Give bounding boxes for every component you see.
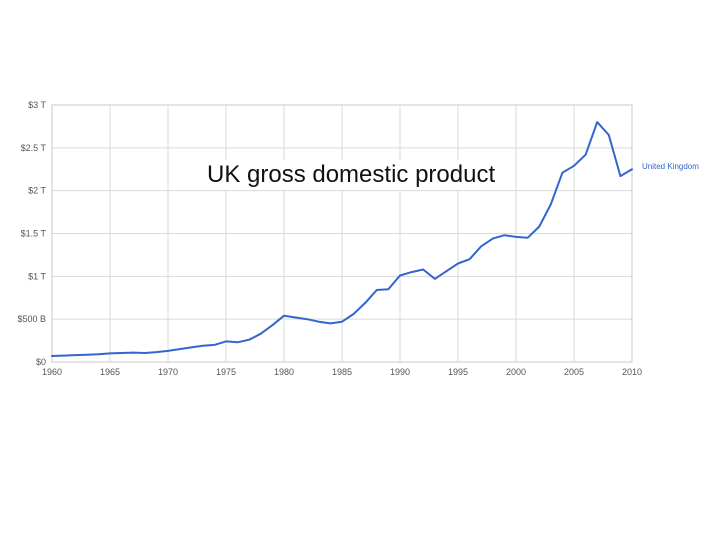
- data-point: [178, 348, 181, 350]
- data-point: [550, 203, 552, 206]
- data-point: [74, 354, 76, 356]
- data-point: [480, 245, 483, 248]
- x-axis-tick-labels: 1960 1965 1970 1975 1980 1985 1990 1995 2000 2005…: [42, 367, 642, 377]
- data-point: [97, 353, 100, 356]
- data-point: [294, 316, 297, 319]
- data-point: [202, 344, 204, 347]
- x-tick-label: 2005: [564, 367, 584, 377]
- data-point: [492, 237, 494, 240]
- data-point: [387, 288, 390, 290]
- y-tick-label: $2 T: [28, 186, 46, 196]
- data-point: [364, 302, 367, 304]
- data-point: [631, 168, 633, 171]
- legend: United Kingdom: [642, 162, 699, 171]
- data-point: [109, 352, 111, 355]
- data-point: [399, 274, 401, 277]
- data-point: [503, 234, 506, 237]
- data-point: [515, 236, 517, 238]
- y-tick-label: $1.5 T: [21, 229, 47, 239]
- plot-frame: [51, 104, 633, 363]
- y-axis-tick-labels: $0 $500 B $1 T $1.5 T $2 T $2.5 T $3 T: [17, 100, 46, 367]
- y-tick-label: $1 T: [28, 271, 46, 281]
- data-point: [167, 350, 169, 352]
- data-point: [271, 324, 274, 326]
- gridlines: [51, 104, 633, 363]
- data-point: [248, 338, 250, 341]
- data-point: [376, 289, 378, 291]
- y-tick-label: $3 T: [28, 100, 46, 110]
- data-point: [132, 351, 134, 354]
- data-point: [422, 268, 425, 271]
- data-point: [410, 271, 413, 273]
- y-tick-label: $500 B: [17, 314, 46, 324]
- data-point: [318, 320, 320, 323]
- x-tick-label: 2010: [622, 367, 642, 377]
- data-point: [434, 278, 436, 280]
- data-point: [619, 175, 622, 177]
- data-point: [51, 355, 53, 357]
- data-point: [573, 165, 575, 167]
- x-tick-label: 1980: [274, 367, 294, 377]
- data-point: [445, 270, 448, 272]
- chart-title: UK gross domestic product: [205, 160, 498, 190]
- x-tick-label: 1965: [100, 367, 120, 377]
- data-point: [190, 346, 192, 349]
- data-point: [584, 153, 587, 156]
- legend-entry: United Kingdom: [642, 162, 699, 171]
- x-tick-label: 1990: [390, 367, 410, 377]
- x-tick-label: 1995: [448, 367, 468, 377]
- data-point: [608, 134, 610, 136]
- data-point: [538, 225, 540, 228]
- data-point: [86, 353, 88, 356]
- data-point: [526, 236, 529, 239]
- y-tick-label: $2.5 T: [21, 143, 47, 153]
- x-tick-label: 1960: [42, 367, 62, 377]
- y-tick-label: $0: [36, 357, 46, 367]
- series-lines: [51, 121, 633, 357]
- data-point: [120, 352, 123, 354]
- data-point: [352, 313, 355, 315]
- x-tick-label: 1985: [332, 367, 352, 377]
- x-tick-label: 2000: [506, 367, 526, 377]
- data-point: [596, 121, 598, 123]
- x-tick-label: 1970: [158, 367, 178, 377]
- data-point: [457, 262, 459, 265]
- data-point: [283, 314, 285, 317]
- data-point: [62, 354, 65, 357]
- data-point: [260, 332, 262, 335]
- x-tick-label: 1975: [216, 367, 236, 377]
- data-point: [155, 351, 158, 353]
- data-point: [306, 318, 309, 320]
- data-point: [341, 320, 343, 323]
- data-point: [329, 322, 332, 325]
- data-point: [144, 352, 146, 354]
- data-point: [236, 341, 239, 344]
- data-point: [468, 258, 471, 261]
- data-point: [213, 344, 216, 346]
- data-point: [225, 340, 227, 343]
- data-point: [561, 171, 564, 174]
